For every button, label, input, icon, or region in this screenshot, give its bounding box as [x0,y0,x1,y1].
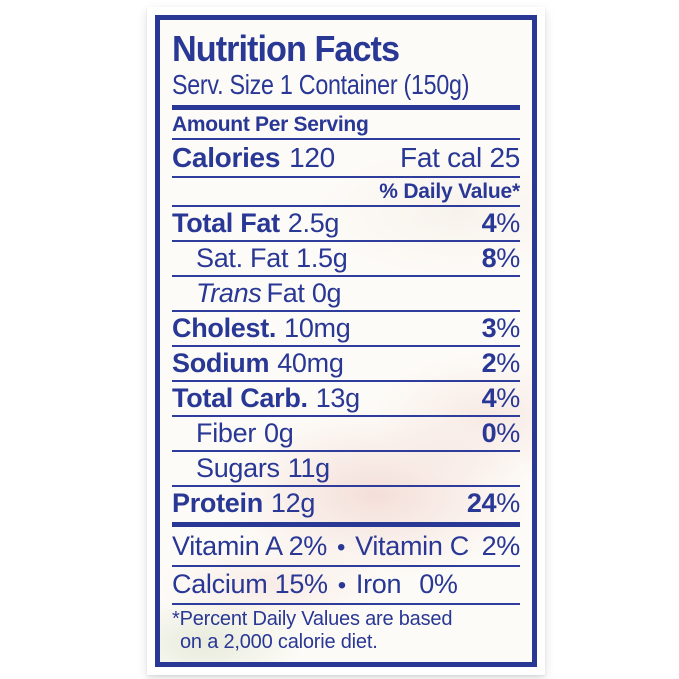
footnote: *Percent Daily Values are based on a 2,0… [172,605,520,654]
iron-value: 0% [419,569,458,599]
daily-value: 4% [481,208,521,238]
nutrition-label-frame: Nutrition Facts Serv. Size 1 Container (… [155,15,537,667]
nutrient-amount: 11g [287,453,330,483]
nutrient-amount: 0g [264,418,294,448]
label-title-text: Nutrition Facts [172,28,400,69]
micronutrient-text: Calcium 15% • Iron [172,567,402,603]
vitamin-c-value: 2% [481,531,521,561]
daily-value: 2% [481,348,521,378]
divider [172,565,520,567]
nutrient-row-total-carb: Total Carb. 13g 4% [172,382,520,415]
amount-per-serving: Amount Per Serving [172,113,369,136]
calcium: Calcium 15% [172,569,328,599]
nutrient-text: Total Carb. 13g [172,382,360,415]
thick-divider-bottom [172,522,520,527]
label-title: Nutrition Facts [172,30,520,68]
calories-group: Calories 120 [172,140,335,176]
nutrient-text: Sugars 11g [196,452,330,485]
nutrient-row-sugars: Sugars 11g [172,452,520,485]
daily-value: 24% [466,488,520,518]
fat-calories: Fat cal 25 [400,142,520,173]
daily-value-header: % Daily Value* [379,180,520,203]
footnote-line-2: on a 2,000 calorie diet. [180,631,378,653]
nutrient-amount: 1.5g [296,243,348,273]
daily-value: 4% [481,383,521,413]
nutrient-text: Sodium 40mg [172,347,344,380]
serving-size-text: Serv. Size 1 Container (150g) [172,69,470,100]
nutrient-text: Sat. Fat 1.5g [196,242,348,275]
calories-value: 120 [289,142,335,173]
nutrition-label-sticker: Nutrition Facts Serv. Size 1 Container (… [147,7,545,675]
nutrient-text: Total Fat 2.5g [172,207,339,240]
divider [172,138,520,140]
nutrient-name: Trans [196,278,262,308]
nutrient-name: Sat. Fat [196,243,289,273]
divider [172,345,520,347]
divider [172,603,520,605]
nutrient-amount: 12g [270,488,316,518]
nutrient-text: Fiber 0g [196,417,294,450]
nutrient-name: Total Fat [172,208,280,238]
nutrient-row-sodium: Sodium 40mg 2% [172,347,520,380]
nutrient-name: Total Carb. [172,383,308,413]
vitamin-c-label: Vitamin C [355,531,469,561]
nutrient-name: Cholest. [172,313,277,343]
iron-label: Iron [355,569,402,599]
divider [172,310,520,312]
nutrient-amount: 2.5g [287,208,340,238]
nutrient-row-trans-fat: Trans Fat 0g [172,277,520,310]
divider [172,240,520,242]
divider [172,415,520,417]
calories-row: Calories 120 Fat cal 25 [172,140,520,176]
nutrient-row-sat-fat: Sat. Fat 1.5g 8% [172,242,520,275]
nutrition-label-content: Nutrition Facts Serv. Size 1 Container (… [160,20,532,662]
nutrient-text: Protein 12g [172,487,315,520]
micronutrient-row-minerals: Calcium 15% • Iron 0% [172,567,520,603]
daily-value: 0% [481,418,521,448]
divider [172,485,520,487]
nutrient-row-protein: Protein 12g 24% [172,487,520,520]
micronutrient-row-vitamins: Vitamin A 2% • Vitamin C 2% [172,529,520,565]
nutrient-row-fiber: Fiber 0g 0% [172,417,520,450]
nutrient-name: Sodium [172,348,270,378]
daily-value: 3% [481,313,521,343]
calories-label: Calories [172,142,281,173]
nutrient-text: Trans Fat 0g [196,277,342,310]
thick-divider-top [172,105,520,110]
nutrient-amount: Fat 0g [266,278,342,308]
serving-size: Serv. Size 1 Container (150g) [172,68,520,101]
daily-value: 8% [481,243,521,273]
nutrient-name: Sugars [196,453,280,483]
divider [172,380,520,382]
nutrient-name: Protein [172,488,263,518]
divider [172,275,520,277]
nutrient-text: Cholest. 10mg [172,312,351,345]
divider [172,450,520,452]
nutrient-amount: 13g [315,383,360,413]
nutrient-amount: 40mg [277,348,344,378]
micronutrient-text: Vitamin A 2% • Vitamin C [172,529,469,565]
footnote-line-1: *Percent Daily Values are based [172,608,453,630]
vitamin-a: Vitamin A 2% [172,531,327,561]
bullet-icon: • [337,534,346,561]
nutrient-row-total-fat: Total Fat 2.5g 4% [172,207,520,240]
divider [172,205,520,207]
nutrient-amount: 10mg [284,313,351,343]
divider [172,176,520,178]
nutrient-row-cholesterol: Cholest. 10mg 3% [172,312,520,345]
bullet-icon: • [337,572,346,599]
nutrient-name: Fiber [196,418,257,448]
